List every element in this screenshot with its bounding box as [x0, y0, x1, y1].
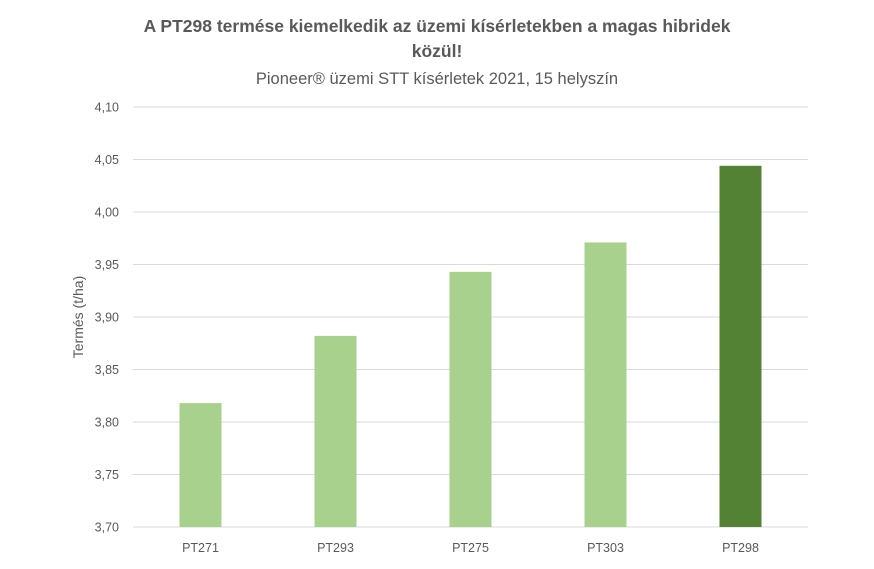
x-tick-label: PT275	[452, 541, 489, 555]
y-tick-label: 4,00	[95, 206, 119, 220]
y-axis-label: Termés (t/ha)	[70, 276, 86, 358]
y-tick-label: 4,10	[95, 101, 119, 115]
chart-title-block: A PT298 termése kiemelkedik az üzemi kís…	[0, 14, 874, 90]
bar-pt293	[314, 335, 357, 527]
bar-pt271	[179, 403, 222, 527]
y-tick-label: 3,70	[95, 521, 119, 535]
chart-subtitle: Pioneer® üzemi STT kísérletek 2021, 15 h…	[255, 70, 619, 88]
x-tick-label: PT303	[587, 541, 624, 555]
y-tick-label: 3,85	[95, 363, 119, 377]
x-tick-label: PT271	[182, 541, 219, 555]
x-tick-label: PT293	[317, 541, 354, 555]
bar-pt298	[719, 165, 762, 528]
bar-pt303	[584, 242, 627, 527]
chart-title: A PT298 termése kiemelkedik az üzemi kís…	[143, 16, 731, 61]
y-tick-label: 3,95	[95, 258, 119, 272]
y-tick-label: 3,80	[95, 416, 119, 430]
y-tick-label: 3,90	[95, 311, 119, 325]
y-tick-label: 4,05	[95, 153, 119, 167]
x-tick-label: PT298	[722, 541, 759, 555]
y-tick-label: 3,75	[95, 468, 119, 482]
bar-pt275	[449, 271, 492, 527]
